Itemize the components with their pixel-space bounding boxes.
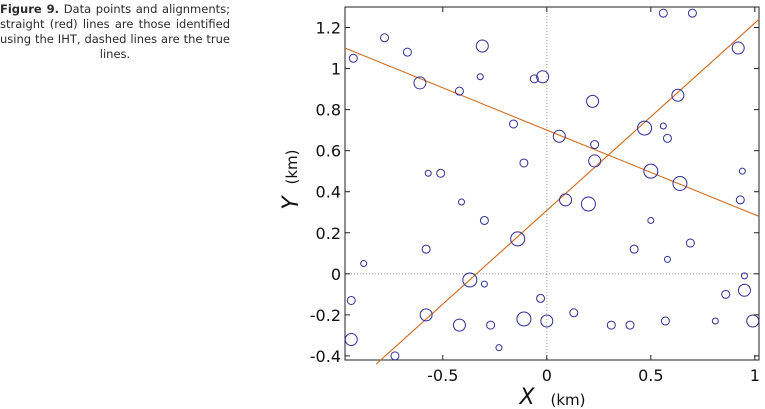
data-point bbox=[454, 86, 464, 96]
data-point bbox=[629, 244, 639, 254]
y-axis-label: Y bbox=[279, 195, 304, 210]
x-axis-unit: (km) bbox=[550, 391, 585, 409]
data-point bbox=[721, 289, 731, 299]
y-tick-label: 0.8 bbox=[316, 101, 341, 120]
data-point bbox=[390, 351, 400, 361]
data-point bbox=[344, 332, 358, 346]
data-point bbox=[569, 308, 579, 318]
data-point bbox=[687, 8, 697, 18]
data-point bbox=[402, 47, 412, 57]
data-point bbox=[516, 311, 532, 327]
data-point bbox=[480, 280, 488, 288]
fitted-line-2 bbox=[375, 18, 760, 365]
data-point bbox=[662, 133, 672, 143]
y-tick-label: 0.4 bbox=[316, 183, 341, 202]
data-point bbox=[588, 154, 602, 168]
y-axis-ticks: -0.4 -0.2 0 0.2 0.4 0.6 0.8 1 1.2 bbox=[310, 19, 759, 366]
data-point bbox=[486, 320, 496, 330]
y-tick-label: -0.2 bbox=[310, 306, 341, 325]
x-tick-label: 0.5 bbox=[638, 366, 663, 385]
data-point bbox=[536, 70, 550, 84]
data-point bbox=[540, 314, 554, 328]
y-tick-label: -0.4 bbox=[310, 347, 341, 366]
data-point bbox=[360, 260, 368, 268]
plot-frame bbox=[344, 6, 760, 361]
data-point bbox=[424, 169, 432, 177]
fitted-line-1 bbox=[344, 47, 760, 217]
y-tick-label: 0.2 bbox=[316, 224, 341, 243]
x-axis-ticks: -0.5 0 0.5 1 bbox=[427, 7, 760, 385]
data-point bbox=[660, 316, 670, 326]
y-axis-unit: (km) bbox=[283, 149, 301, 184]
data-point bbox=[637, 120, 653, 136]
data-point bbox=[738, 167, 746, 175]
fitted-lines bbox=[344, 18, 760, 365]
data-point bbox=[529, 74, 539, 84]
data-point bbox=[685, 238, 695, 248]
y-tick-label: 0 bbox=[331, 265, 341, 284]
data-point bbox=[436, 168, 446, 178]
data-point bbox=[519, 158, 529, 168]
data-point bbox=[536, 293, 546, 303]
data-point bbox=[580, 196, 596, 212]
data-point bbox=[647, 216, 655, 224]
data-point bbox=[475, 39, 489, 53]
data-point bbox=[476, 73, 484, 81]
data-point bbox=[413, 76, 427, 90]
data-point bbox=[510, 231, 526, 247]
data-point bbox=[663, 255, 671, 263]
y-tick-label: 0.6 bbox=[316, 142, 341, 161]
data-point bbox=[671, 88, 685, 102]
data-point bbox=[711, 317, 719, 325]
data-point bbox=[346, 295, 356, 305]
data-point bbox=[737, 283, 751, 297]
data-point bbox=[643, 163, 659, 179]
data-point bbox=[625, 320, 635, 330]
data-points bbox=[344, 8, 760, 361]
reference-lines bbox=[345, 7, 759, 360]
y-tick-label: 1 bbox=[331, 60, 341, 79]
data-point bbox=[658, 8, 668, 18]
data-point bbox=[590, 140, 600, 150]
data-point bbox=[735, 195, 745, 205]
x-tick-label: -0.5 bbox=[427, 366, 458, 385]
data-point bbox=[452, 318, 466, 332]
data-point bbox=[380, 33, 390, 43]
data-point bbox=[458, 198, 466, 206]
data-point bbox=[659, 122, 667, 130]
data-point bbox=[731, 41, 745, 55]
data-point bbox=[462, 272, 478, 288]
data-point bbox=[479, 215, 489, 225]
data-point bbox=[419, 308, 433, 322]
x-axis-label: X bbox=[518, 385, 535, 409]
data-point bbox=[348, 53, 358, 63]
data-point bbox=[672, 176, 688, 191]
data-point bbox=[740, 272, 748, 280]
data-point bbox=[421, 244, 431, 254]
data-point bbox=[606, 320, 616, 330]
caption-lead: Figure 9. bbox=[0, 2, 60, 16]
y-tick-label: 1.2 bbox=[316, 19, 341, 38]
data-point bbox=[746, 314, 760, 328]
data-point bbox=[586, 94, 600, 108]
data-point bbox=[495, 344, 503, 352]
data-point bbox=[559, 193, 573, 207]
data-point bbox=[509, 119, 519, 129]
data-point bbox=[552, 129, 566, 143]
figure-caption: Figure 9. Data points and alignments; st… bbox=[0, 2, 230, 62]
x-tick-label: 0 bbox=[542, 366, 552, 385]
caption-text: Data points and alignments; straight (re… bbox=[0, 2, 230, 61]
x-tick-label: 1 bbox=[750, 366, 760, 385]
